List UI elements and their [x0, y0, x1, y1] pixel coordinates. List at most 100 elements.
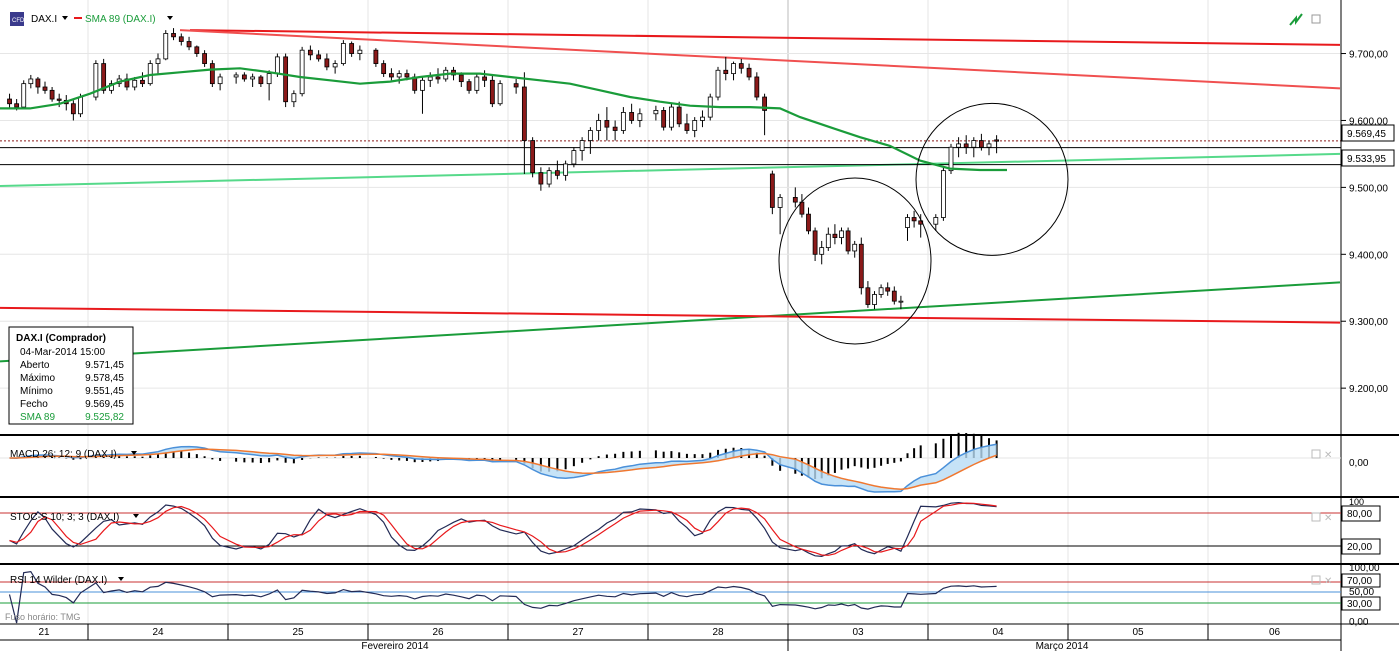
- panel-minimize-icon[interactable]: [1311, 575, 1321, 585]
- candle-body: [653, 110, 659, 115]
- info-row-label: Fecho: [20, 399, 48, 410]
- panel-minimize-icon[interactable]: [1311, 512, 1321, 522]
- chevron-down-icon[interactable]: [167, 16, 173, 20]
- macd-label: MACD 26; 12; 9 (DAX.I): [10, 449, 117, 460]
- candle-body: [700, 116, 705, 121]
- chevron-down-icon[interactable]: [118, 577, 124, 581]
- candle: [692, 117, 698, 138]
- candle-body: [420, 79, 425, 91]
- candle: [839, 227, 844, 245]
- candle-body: [692, 120, 698, 131]
- macd-panel[interactable]: MACD 26; 12; 9 (DAX.I) 0,00 ✕: [0, 432, 1369, 493]
- candle-body: [604, 120, 610, 128]
- candle-body: [93, 63, 99, 98]
- candle-body: [202, 53, 207, 64]
- trend-up-icon[interactable]: [1289, 13, 1303, 26]
- candle: [307, 45, 313, 61]
- candle: [731, 61, 736, 81]
- candle-body: [905, 217, 910, 228]
- candle: [852, 240, 858, 258]
- panel-minimize-icon[interactable]: [1311, 449, 1321, 459]
- candle-body: [332, 63, 338, 68]
- candle: [986, 140, 992, 156]
- candle-body: [769, 173, 775, 208]
- rsi-label: RSI 14 Wilder (DAX.I): [10, 575, 107, 586]
- svg-text:50,00: 50,00: [1349, 587, 1374, 598]
- candle-body: [340, 43, 346, 64]
- candle: [340, 40, 346, 66]
- candle-body: [132, 79, 138, 88]
- candle-body: [911, 217, 917, 222]
- chevron-down-icon[interactable]: [131, 451, 137, 455]
- candle: [596, 113, 602, 141]
- candle: [684, 113, 690, 134]
- candle-body: [217, 76, 223, 85]
- close-icon[interactable]: ✕: [1324, 513, 1332, 524]
- candle: [458, 72, 464, 87]
- candle: [832, 224, 838, 245]
- candle-body: [283, 56, 289, 103]
- candle: [620, 107, 626, 134]
- annotation-circles: [778, 102, 1069, 345]
- candle: [653, 105, 659, 121]
- symbol-label[interactable]: DAX.I: [31, 14, 57, 25]
- close-icon[interactable]: ✕: [1324, 576, 1332, 587]
- info-title: DAX.I (Comprador): [16, 333, 106, 344]
- svg-text:80,00: 80,00: [1347, 509, 1372, 520]
- rsi-panel[interactable]: RSI 14 Wilder (DAX.I) Fuso horário: TMG …: [0, 563, 1381, 628]
- close-icon[interactable]: ✕: [1324, 450, 1332, 461]
- candle-body: [731, 63, 736, 75]
- candle: [898, 295, 904, 310]
- candle-body: [489, 79, 495, 105]
- cfd-icon: [10, 12, 24, 26]
- svg-text:9.569,45: 9.569,45: [1347, 129, 1386, 140]
- candle: [217, 73, 223, 91]
- candle-body: [865, 287, 871, 305]
- candle: [299, 46, 305, 97]
- y-tick-label: 9.400,00: [1349, 250, 1388, 261]
- indicator-label[interactable]: SMA 89 (DAX.I): [85, 14, 156, 25]
- info-box: DAX.I (Comprador) 04-Mar-2014 15:00 Aber…: [8, 326, 134, 425]
- candle: [911, 210, 917, 228]
- sma-line: [0, 67, 1007, 172]
- candle-body: [435, 76, 441, 80]
- candle-body: [872, 294, 877, 305]
- candle: [738, 58, 744, 74]
- x-tick-label: 04: [992, 627, 1004, 638]
- candle-body: [669, 106, 674, 128]
- candle: [933, 214, 939, 231]
- candle-body: [357, 49, 363, 54]
- candle-body: [404, 73, 410, 78]
- price-panel[interactable]: [0, 0, 1341, 435]
- candle-body: [812, 230, 818, 255]
- candle: [49, 87, 55, 102]
- svg-text:70,00: 70,00: [1347, 576, 1372, 587]
- y-tick-label: 9.200,00: [1349, 384, 1388, 395]
- chevron-down-icon[interactable]: [62, 16, 68, 20]
- info-row-value: 9.578,45: [85, 373, 124, 384]
- candle: [878, 284, 884, 298]
- stoch-panel[interactable]: STOC-S 10; 3; 3 (DAX.I) 100 80,00 20,00 …: [0, 497, 1381, 558]
- candle: [637, 108, 643, 128]
- x-tick-label: 05: [1132, 627, 1144, 638]
- candle: [769, 170, 775, 215]
- month-label: Fevereiro 2014: [361, 641, 429, 651]
- info-row-value: 9.569,45: [85, 399, 124, 410]
- candle: [723, 56, 729, 81]
- panel-minimize-icon[interactable]: [1311, 14, 1321, 24]
- candle-body: [587, 130, 593, 141]
- candle: [194, 45, 200, 57]
- candle-body: [274, 56, 280, 75]
- candle: [233, 72, 239, 84]
- candle: [373, 48, 379, 67]
- candle-body: [521, 86, 527, 141]
- candle-body: [971, 140, 977, 148]
- candle: [70, 100, 76, 121]
- candle-body: [163, 33, 169, 60]
- candle-body: [466, 81, 472, 91]
- candle: [538, 167, 544, 191]
- chevron-down-icon[interactable]: [133, 514, 139, 518]
- candle-body: [612, 126, 618, 131]
- candle-body: [178, 36, 184, 42]
- candle-body: [792, 197, 798, 203]
